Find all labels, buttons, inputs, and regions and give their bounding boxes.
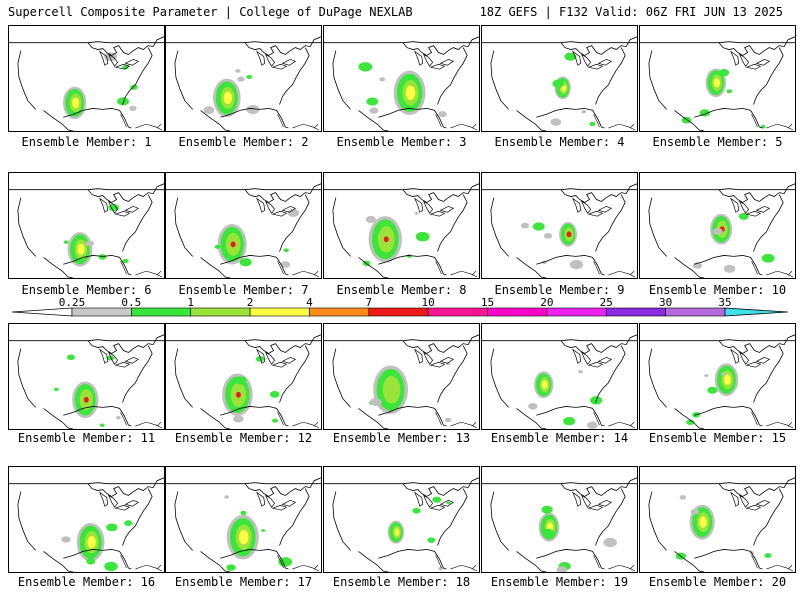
- member-map-graphic: [9, 36, 164, 131]
- ensemble-member-map: [323, 323, 480, 430]
- ensemble-member-label: Ensemble Member: 2: [178, 135, 309, 149]
- ensemble-member-label: Ensemble Member: 16: [17, 575, 156, 589]
- ensemble-member-label: Ensemble Member: 10: [648, 283, 787, 297]
- member-map-graphic: [482, 477, 637, 572]
- ensemble-member-label: Ensemble Member: 1: [21, 135, 152, 149]
- member-map-graphic: [166, 36, 321, 131]
- ensemble-member-map: [8, 172, 165, 279]
- ensemble-member-label: Ensemble Member: 12: [174, 431, 313, 445]
- colorbar-segment: [309, 307, 370, 317]
- ensemble-member-label: Ensemble Member: 15: [648, 431, 787, 445]
- ensemble-member-map: [165, 466, 322, 573]
- ensemble-member-map: [323, 172, 480, 279]
- ensemble-member-label: Ensemble Member: 14: [490, 431, 629, 445]
- member-map-graphic: [9, 334, 164, 429]
- ensemble-member-map: [481, 172, 638, 279]
- colorbar-tick-label: 0.5: [121, 296, 141, 309]
- colorbar-tick-label: 35: [718, 296, 731, 309]
- ensemble-member-label: Ensemble Member: 9: [494, 283, 625, 297]
- ensemble-member-map: [481, 323, 638, 430]
- colorbar-right-arrow: [724, 307, 789, 317]
- ensemble-member-map: [639, 466, 796, 573]
- member-map-graphic: [482, 334, 637, 429]
- member-map-graphic: [166, 334, 321, 429]
- member-map-graphic: [9, 477, 164, 572]
- ensemble-member-map: [165, 323, 322, 430]
- ensemble-member-label: Ensemble Member: 20: [648, 575, 787, 589]
- member-map-graphic: [166, 477, 321, 572]
- ensemble-member-map: [481, 466, 638, 573]
- colorbar-segment: [546, 307, 607, 317]
- colorbar-tick-label: 7: [366, 296, 373, 309]
- member-map-graphic: [640, 183, 795, 278]
- member-map-graphic: [640, 477, 795, 572]
- colorbar-segment: [427, 307, 488, 317]
- ensemble-member-map: [165, 172, 322, 279]
- colorbar-left-arrow: [11, 307, 73, 317]
- colorbar-tick-label: 20: [540, 296, 553, 309]
- colorbar-tick-label: 1: [187, 296, 194, 309]
- colorbar-segment: [131, 307, 192, 317]
- member-map-graphic: [640, 36, 795, 131]
- ensemble-member-map: [323, 25, 480, 132]
- ensemble-member-map: [481, 25, 638, 132]
- member-map-graphic: [324, 183, 479, 278]
- ensemble-member-label: Ensemble Member: 3: [336, 135, 467, 149]
- ensemble-member-label: Ensemble Member: 6: [21, 283, 152, 297]
- ensemble-member-label: Ensemble Member: 19: [490, 575, 629, 589]
- ensemble-member-map: [323, 466, 480, 573]
- ensemble-member-label: Ensemble Member: 5: [652, 135, 783, 149]
- member-map-graphic: [324, 36, 479, 131]
- valid-time-label: 18Z GEFS | F132 Valid: 06Z FRI JUN 13 20…: [479, 5, 783, 19]
- colorbar-segment: [487, 307, 548, 317]
- colorbar-segment: [71, 307, 132, 317]
- colorbar-tick-label: 2: [247, 296, 254, 309]
- ensemble-member-map: [8, 323, 165, 430]
- ensemble-member-label: Ensemble Member: 8: [336, 283, 467, 297]
- ensemble-member-map: [165, 25, 322, 132]
- member-map-graphic: [482, 183, 637, 278]
- ensemble-member-label: Ensemble Member: 18: [332, 575, 471, 589]
- colorbar-segment: [605, 307, 666, 317]
- colorbar-segment: [249, 307, 310, 317]
- colorbar-tick-label: 10: [422, 296, 435, 309]
- ensemble-member-label: Ensemble Member: 13: [332, 431, 471, 445]
- map-title: Supercell Composite Parameter | College …: [8, 5, 413, 19]
- color-scale-legend: 0.25 0.5 1 2 4 7 10 15 20 25 30 35: [11, 296, 789, 317]
- member-map-graphic: [324, 477, 479, 572]
- colorbar-tick-label: 25: [600, 296, 613, 309]
- ensemble-member-map: [639, 25, 796, 132]
- member-map-graphic: [9, 183, 164, 278]
- colorbar-tick-label: 30: [659, 296, 672, 309]
- ensemble-member-map: [8, 25, 165, 132]
- colorbar-segment: [665, 307, 726, 317]
- ensemble-member-map: [639, 172, 796, 279]
- ensemble-member-label: Ensemble Member: 4: [494, 135, 625, 149]
- ensemble-member-label: Ensemble Member: 17: [174, 575, 313, 589]
- ensemble-member-map: [8, 466, 165, 573]
- member-map-graphic: [324, 334, 479, 429]
- colorbar-segment: [368, 307, 429, 317]
- ensemble-member-map: [639, 323, 796, 430]
- ensemble-member-label: Ensemble Member: 7: [178, 283, 309, 297]
- colorbar-tick-label: 15: [481, 296, 494, 309]
- member-map-graphic: [166, 183, 321, 278]
- member-map-graphic: [640, 334, 795, 429]
- member-map-graphic: [482, 36, 637, 131]
- colorbar-segment: [190, 307, 251, 317]
- colorbar-tick-label: 4: [306, 296, 313, 309]
- ensemble-member-label: Ensemble Member: 11: [17, 431, 156, 445]
- colorbar-tick-label: 0.25: [59, 296, 86, 309]
